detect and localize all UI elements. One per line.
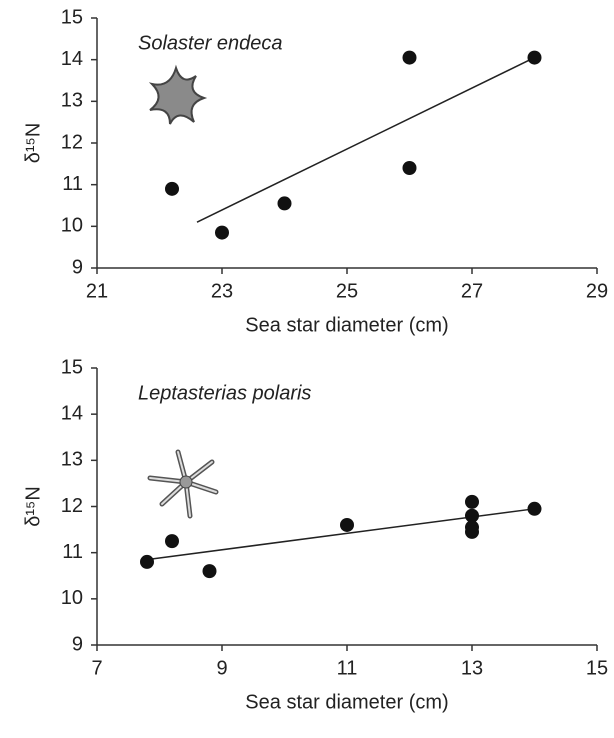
x-axis-title: Sea star diameter (cm): [245, 691, 448, 713]
figure: 9 10 11 12 13 14 15 21 23 25 27 29 Sea star diameter…: [0, 0, 614, 738]
y-tick-label: 11: [62, 173, 83, 195]
species-label: Solaster endeca: [138, 32, 283, 54]
y-tick-label: 13: [61, 90, 83, 112]
y-tick-label: 11: [62, 541, 83, 563]
y-tick-label: 9: [72, 633, 83, 655]
y-axis-title: δ¹⁵N: [22, 486, 44, 527]
x-tick-label: 23: [211, 280, 233, 302]
x-tick-label: 25: [336, 280, 358, 302]
point: [465, 525, 479, 539]
x-tick-label: 9: [216, 657, 227, 679]
point: [165, 534, 179, 548]
point: [340, 518, 354, 532]
y-tick-label: 9: [72, 256, 83, 278]
point: [165, 182, 179, 196]
y-tick-label: 15: [61, 6, 83, 28]
point: [203, 564, 217, 578]
y-axis-title: δ¹⁵N: [22, 123, 44, 164]
point: [403, 51, 417, 65]
point: [465, 495, 479, 509]
y-tick-label: 10: [61, 215, 83, 237]
x-axis-title: Sea star diameter (cm): [245, 314, 448, 336]
star-icon-1: [150, 68, 204, 124]
species-label: Leptasterias polaris: [138, 382, 311, 404]
y-tick-label: 15: [61, 356, 83, 378]
trendline: [197, 58, 535, 223]
x-tick-label: 7: [91, 657, 102, 679]
y-tick-label: 10: [61, 587, 83, 609]
point: [215, 226, 229, 240]
x-tick-label: 29: [586, 280, 608, 302]
y-tick-label: 12: [61, 131, 83, 153]
y-tick-label: 14: [61, 48, 83, 70]
x-tick-label: 11: [337, 657, 358, 679]
point: [278, 196, 292, 210]
point: [403, 161, 417, 175]
y-tick-label: 14: [61, 402, 83, 424]
point: [528, 51, 542, 65]
point: [140, 555, 154, 569]
x-tick-label: 15: [586, 657, 608, 679]
point: [528, 502, 542, 516]
y-tick-label: 12: [61, 495, 83, 517]
y-tick-label: 13: [61, 449, 83, 471]
x-tick-label: 13: [461, 657, 483, 679]
x-tick-label: 27: [461, 280, 483, 302]
star-icon-2: [150, 452, 216, 516]
x-tick-label: 21: [86, 280, 108, 302]
